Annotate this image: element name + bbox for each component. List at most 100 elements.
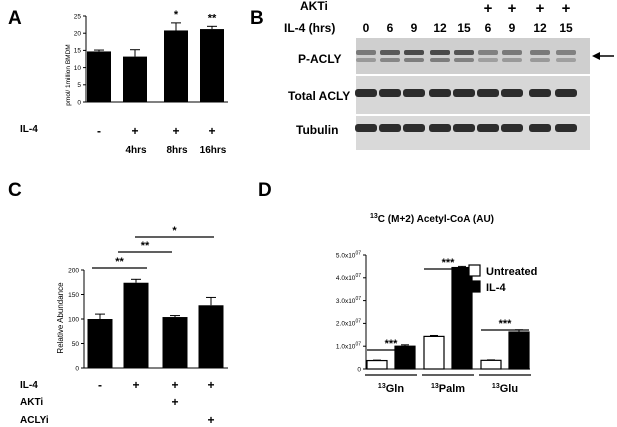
panel-b-akti-mark: + [484,0,493,17]
panel-d-significance: *** *** *** [367,257,529,351]
panel-d-y-tick-label: 5.0x1007 [336,250,361,259]
panel-c-row-label: IL-4 [20,380,38,391]
panel-d-sig-marker: *** [499,318,513,330]
panel-d-group-name: Palm [439,383,466,395]
tubulin-band [429,124,451,132]
panel-b-akti-label: AKTi [300,0,328,13]
panel-d-bar [366,359,388,370]
panel-d-y-tick-mantissa: 2.0x10 [336,321,356,328]
panel-a-bar [200,29,224,103]
panel-d-y-tick-mantissa: 0 [357,366,361,373]
panel-a-il4-mark: + [131,124,138,138]
panel-a-il4-mark: - [97,124,101,138]
total-acly-band [529,89,551,97]
total-acly-band [403,89,425,97]
panel-d-group-labels: 13Gln 13Palm 13Glu [365,374,531,395]
total-acly-band [355,89,377,97]
total-acly-band [453,89,475,97]
panel-b-il4-hour: 0 [363,21,370,35]
legend-label-il4: IL-4 [486,282,506,294]
panel-c-bar [123,282,149,368]
panel-c-y-tick-label: 200 [68,267,79,274]
panel-d-y-tick-exponent: 07 [355,296,361,302]
panel-d-sig-marker: *** [442,257,456,269]
panel-b-label: B [250,8,264,29]
tubulin-band [477,124,499,132]
panel-c-y-tick-label: 100 [68,316,79,323]
panel-c-ylabel: Relative Abundance [56,282,65,354]
panel-a-bar [87,51,111,102]
panel-b-il4-hour: 9 [411,21,418,35]
blot-bands [355,50,577,132]
panel-c-row-mark: + [132,378,139,392]
total-acly-band [477,89,499,97]
panel-a-time-label: 16hrs [200,145,227,156]
panel-c-y-tick-label: 0 [75,365,79,372]
panel-a-sig-marker: ** [208,12,217,24]
panel-c-bar [87,319,113,368]
panel-a-y-tick-label: 5 [77,82,81,89]
panel-d-legend: Untreated IL-4 [468,264,537,294]
panel-c-sig-marker: * [172,225,177,237]
panel-d-group-name: Gln [386,383,405,395]
panel-b-akti-mark: + [562,0,571,17]
panel-d-y-tick-label: 4.0x1007 [336,273,361,282]
tubulin-band [501,124,523,132]
panel-b-il4-hour: 6 [387,21,394,35]
panel-b-il4-hours: 0 6 9 12 15 6 9 12 15 [363,21,573,35]
panel-d-group-name: Glu [500,383,518,395]
panel-a-il4-marks: - + + + [97,124,216,138]
panel-d-bar [508,331,530,370]
p-acly-band [556,50,576,55]
panel-c-y-axis: 0 50 100 150 200 [68,267,85,372]
panel-d-y-tick-exponent: 07 [355,342,361,348]
p-acly-band-lower [454,58,474,62]
panel-a-ylabel: pmol/ 1million BMDM [65,44,72,105]
p-acly-band [430,50,450,55]
panel-a-label: A [8,8,22,29]
panel-b-il4-hour: 15 [559,21,573,35]
p-acly-band-lower [380,58,400,62]
panel-a-time-label: 8hrs [166,145,188,156]
blot-label-p-acly: P-ACLY [298,52,342,66]
panel-c-row-label: ACLYi [20,415,49,426]
blot-label-total-acly: Total ACLY [288,89,350,103]
panel-d-bar [480,359,502,370]
p-acly-band-lower [356,58,376,62]
panel-c-row-mark: + [171,378,178,392]
panel-d-group-label: 13Palm [431,383,465,395]
panel-b-il4-hour: 6 [485,21,492,35]
panel-a-il4-mark: + [172,124,179,138]
panel-a-y-tick-label: 15 [74,48,82,55]
total-acly-band [501,89,523,97]
panel-c-bars [84,278,228,369]
panel-d-y-tick-label: 3.0x1007 [336,296,361,305]
tubulin-band [453,124,475,132]
panel-a-y-axis: 0 5 10 15 20 25 [74,13,87,106]
panel-b-il4-label: IL-4 (hrs) [284,21,335,35]
panel-a-time-label: 4hrs [125,145,147,156]
panel-c-row-mark: + [207,413,214,427]
panel-c-significance: ***** [92,225,214,269]
tubulin-band [403,124,425,132]
panel-c-sig-marker: ** [141,240,150,252]
panel-a-bar [164,30,188,103]
blot-tubulin [356,116,590,150]
p-acly-band-lower [502,58,522,62]
p-acly-band-lower [404,58,424,62]
p-acly-band [380,50,400,55]
tubulin-band [555,124,577,132]
p-acly-band [478,50,498,55]
panel-c-row-label: AKTi [20,397,43,408]
panel-c-row-mark: + [207,378,214,392]
total-acly-band [429,89,451,97]
p-acly-band [356,50,376,55]
p-acly-band [404,50,424,55]
p-acly-band-lower [530,58,550,62]
panel-d-title: 13C (M+2) Acetyl-CoA (AU) [370,213,494,225]
tubulin-band [529,124,551,132]
p-acly-band [502,50,522,55]
p-acly-band-lower [556,58,576,62]
